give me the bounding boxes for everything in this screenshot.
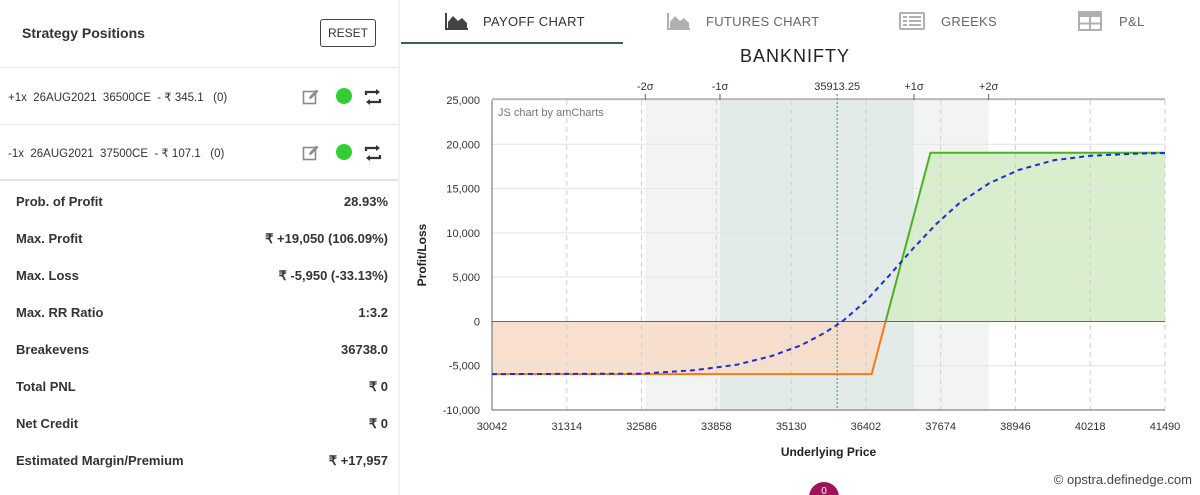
stat-label: Total PNL xyxy=(16,379,76,394)
stat-max-profit: Max. Profit ₹ +19,050 (106.09%) xyxy=(0,219,400,256)
strategy-positions-title: Strategy Positions xyxy=(22,25,145,41)
x-tick-label: 32586 xyxy=(626,421,657,433)
expiry-profit-line xyxy=(884,151,1165,322)
stat-label: Max. RR Ratio xyxy=(16,305,104,320)
stat-estimated-margin: Estimated Margin/Premium ₹ +17,957 xyxy=(0,441,400,478)
strategy-positions-header: Strategy Positions RESET xyxy=(0,0,400,68)
y-tick-label: 25,000 xyxy=(446,95,480,107)
stat-total-pnl: Total PNL ₹ 0 xyxy=(0,367,400,404)
stat-max-loss: Max. Loss ₹ -5,950 (-33.13%) xyxy=(0,256,400,293)
stat-value: 36738.0 xyxy=(341,342,388,357)
x-axis-title: Underlying Price xyxy=(781,445,877,459)
copyright-text: © opstra.definedge.com xyxy=(1053,472,1192,487)
x-tick-label: 40218 xyxy=(1075,421,1106,433)
y-axis-title: Profit/Loss xyxy=(415,223,429,286)
y-tick-label: 10,000 xyxy=(446,228,480,240)
loss-area xyxy=(492,321,886,375)
stat-breakevens: Breakevens 36738.0 xyxy=(0,330,400,367)
profit-area xyxy=(885,152,1165,322)
stat-net-credit: Net Credit ₹ 0 xyxy=(0,404,400,441)
x-tick-label: 38946 xyxy=(1000,421,1031,433)
greeks-icon xyxy=(899,12,925,35)
tab-label: P&L xyxy=(1119,14,1145,29)
tab-greeks[interactable]: GREEKS xyxy=(853,0,1053,44)
tab-payoff-chart[interactable]: PAYOFF CHART xyxy=(401,0,623,44)
stat-label: Breakevens xyxy=(16,342,89,357)
tab-futures-chart[interactable]: FUTURES CHART xyxy=(623,0,853,44)
active-tab-indicator xyxy=(401,42,623,44)
stat-value: ₹ -5,950 (-33.13%) xyxy=(278,268,388,283)
sigma-label: +1σ xyxy=(904,81,924,93)
edit-icon[interactable] xyxy=(302,144,320,162)
tab-pnl[interactable]: P&L xyxy=(1053,0,1200,44)
notification-badge[interactable]: 0 xyxy=(809,482,839,495)
spot-label: 35913.25 xyxy=(814,81,860,93)
reset-button[interactable]: RESET xyxy=(320,19,376,47)
sigma-label: +2σ xyxy=(979,81,999,93)
y-tick-label: 0 xyxy=(474,316,480,328)
y-tick-label: -10,000 xyxy=(443,405,480,417)
chart-title: BANKNIFTY xyxy=(740,46,851,66)
sigma-label: -2σ xyxy=(637,81,654,93)
stat-label: Max. Profit xyxy=(16,231,83,246)
x-tick-label: 36402 xyxy=(851,421,882,433)
tab-label: FUTURES CHART xyxy=(706,14,820,29)
swap-icon[interactable] xyxy=(363,144,383,162)
swap-icon[interactable] xyxy=(363,88,383,106)
stat-value: ₹ 0 xyxy=(368,379,388,394)
table-icon xyxy=(1078,11,1102,36)
stat-max-rr-ratio: Max. RR Ratio 1:3.2 xyxy=(0,293,400,330)
stat-value: ₹ 0 xyxy=(368,416,388,431)
y-tick-label: -5,000 xyxy=(449,361,480,373)
status-dot[interactable] xyxy=(336,88,352,104)
stat-value: 1:3.2 xyxy=(358,305,388,320)
stat-label: Estimated Margin/Premium xyxy=(16,453,184,468)
stat-label: Net Credit xyxy=(16,416,79,431)
payoff-chart[interactable]: 25,000 20,000 15,000 10,000 5,000 0 -5,000 -10,… xyxy=(400,68,1200,468)
x-tick-label: 30042 xyxy=(477,421,508,433)
chart-watermark: JS chart by amCharts xyxy=(498,107,604,119)
stat-label: Prob. of Profit xyxy=(16,194,103,209)
area-chart-icon xyxy=(445,12,469,35)
stat-value: 28.93% xyxy=(343,194,388,209)
status-dot[interactable] xyxy=(336,144,352,160)
edit-icon[interactable] xyxy=(302,88,320,106)
position-row: -1x 26AUG2021 37500CE - ₹ 107.1 (0) xyxy=(0,125,400,181)
stat-value: ₹ +19,050 (106.09%) xyxy=(265,231,388,246)
position-text: +1x 26AUG2021 36500CE - ₹ 345.1 (0) xyxy=(8,92,228,104)
tab-label: GREEKS xyxy=(941,14,997,29)
stat-prob-of-profit: Prob. of Profit 28.93% xyxy=(0,182,400,219)
strategy-positions-panel: Strategy Positions RESET +1x 26AUG2021 3… xyxy=(0,0,400,495)
y-tick-label: 5,000 xyxy=(452,272,480,284)
stat-value: ₹ +17,957 xyxy=(328,453,388,468)
tab-label: PAYOFF CHART xyxy=(483,14,585,29)
panel-divider xyxy=(398,0,400,495)
sigma-label: -1σ xyxy=(712,81,729,93)
x-tick-label: 31314 xyxy=(551,421,582,433)
x-tick-label: 41490 xyxy=(1150,421,1181,433)
area-chart-icon xyxy=(667,12,691,35)
x-tick-label: 33858 xyxy=(701,421,732,433)
y-tick-label: 15,000 xyxy=(446,184,480,196)
stat-label: Max. Loss xyxy=(16,268,79,283)
target-line xyxy=(491,152,1166,376)
position-row: +1x 26AUG2021 36500CE - ₹ 345.1 (0) xyxy=(0,69,400,125)
x-tick-label: 35130 xyxy=(776,421,807,433)
position-text: -1x 26AUG2021 37500CE - ₹ 107.1 (0) xyxy=(8,148,225,160)
x-tick-label: 37674 xyxy=(925,421,956,433)
y-tick-label: 20,000 xyxy=(446,139,480,151)
